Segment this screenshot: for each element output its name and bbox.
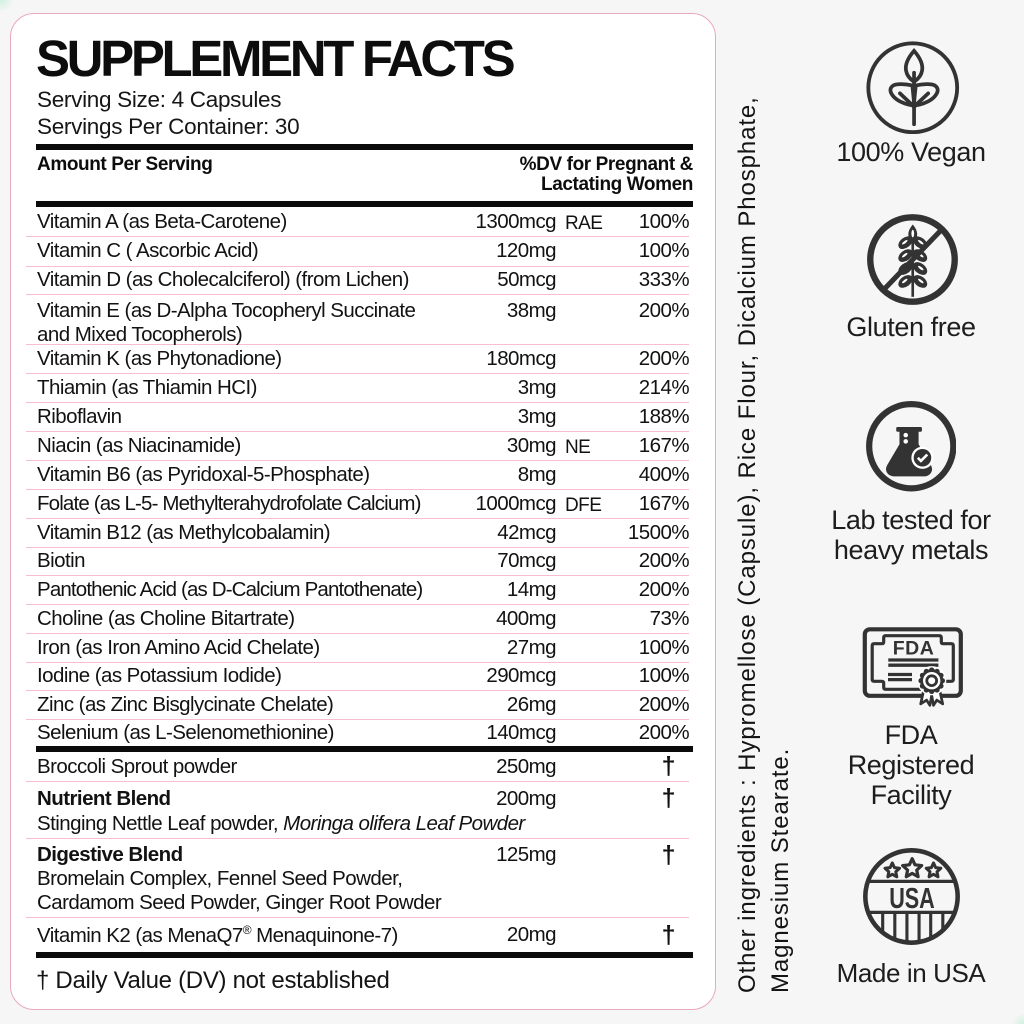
svg-text:USA: USA — [889, 883, 935, 915]
svg-text:FDA: FDA — [893, 638, 935, 660]
